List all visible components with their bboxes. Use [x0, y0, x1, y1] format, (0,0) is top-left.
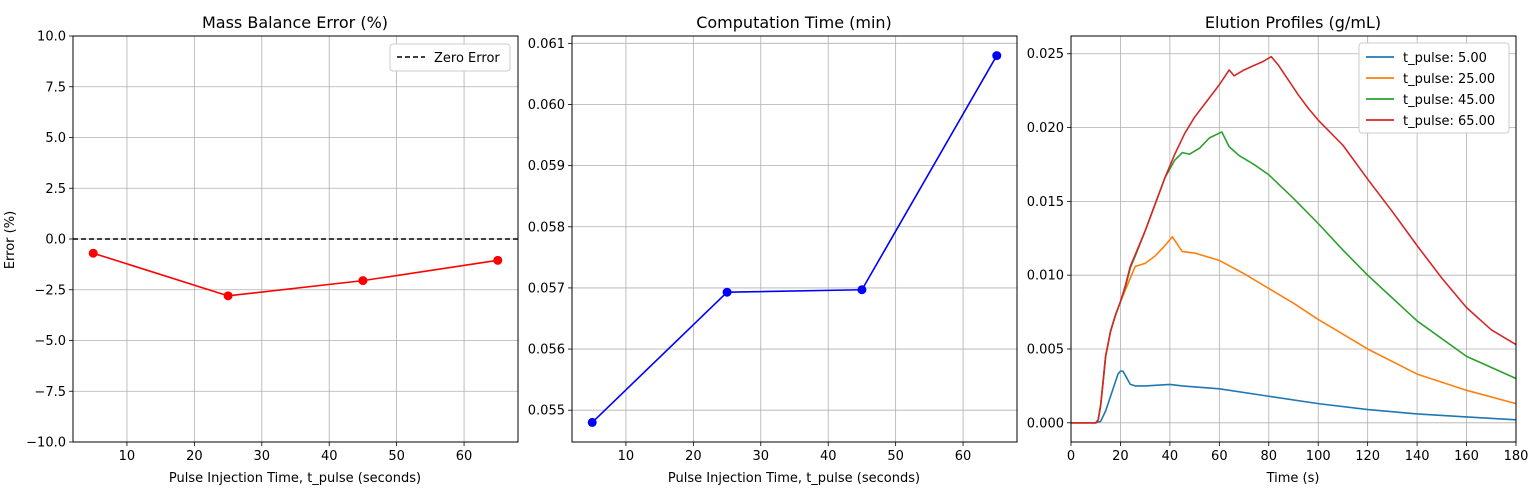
- axes-frame: [1070, 35, 1517, 443]
- data-point: [587, 417, 597, 427]
- plot-area: 0 20 40 60 80 100 120 140 160 180 0.000 0.005 0.010 0…: [1027, 35, 1529, 464]
- y-tick-label: 0.055: [528, 404, 565, 419]
- data-point: [493, 255, 503, 265]
- legend: t_pulse: 5.00 t_pulse: 25.00 t_pulse: 45…: [1358, 42, 1510, 134]
- legend-label-t-pulse-45: t_pulse: 45.00: [1403, 93, 1495, 108]
- x-tick-label: 30: [254, 449, 271, 464]
- y-tick-label: 0.010: [1027, 269, 1064, 284]
- x-tick-label: 40: [820, 449, 837, 464]
- y-tick-label: −10.0: [26, 436, 66, 451]
- y-tick-label: −2.5: [34, 283, 66, 298]
- legend-label-t-pulse-65: t_pulse: 65.00: [1403, 114, 1495, 129]
- x-tick-label: 50: [887, 449, 904, 464]
- series-line-t-pulse-65-00: [1071, 55, 1517, 424]
- plot-area: 10 20 30 40 50 60 −10.0 −7.5 −5.0 −2.5 0.0 2.5 5.0 7.…: [26, 30, 519, 464]
- y-tick-label: 0.057: [528, 281, 565, 296]
- x-tick-label: 10: [119, 449, 136, 464]
- series-line-series-0: [92, 252, 498, 297]
- legend-label-zero-error: Zero Error: [434, 51, 500, 66]
- y-tick-label: 0.060: [528, 98, 565, 113]
- y-tick-label: 2.5: [45, 182, 66, 197]
- computation-time-panel: 10 20 30 40 50 60 0.055 0.056 0.057 0.058 0.059 0.0…: [528, 13, 1018, 486]
- y-tick-label: −5.0: [34, 334, 66, 349]
- x-tick-label: 40: [321, 449, 338, 464]
- x-tick-label: 0: [1067, 449, 1075, 464]
- x-tick-label: 30: [753, 449, 770, 464]
- legend-box: [1358, 42, 1510, 134]
- x-axis-label: Pulse Injection Time, t_pulse (seconds): [169, 471, 421, 486]
- axes-frame: [72, 35, 519, 443]
- y-tick-label: 0.000: [1027, 416, 1064, 431]
- y-tick-label: 0.020: [1027, 121, 1064, 136]
- y-tick-label: 0.0: [45, 233, 66, 248]
- data-point: [223, 291, 233, 301]
- x-tick-label: 140: [1405, 449, 1430, 464]
- x-tick-label: 20: [685, 449, 702, 464]
- axes-frame: [571, 35, 1018, 443]
- y-tick-label: 5.0: [45, 131, 66, 146]
- series-line-series-0: [591, 55, 998, 424]
- y-tick-label: 0.058: [528, 220, 565, 235]
- x-tick-label: 10: [618, 449, 635, 464]
- legend-box: [389, 43, 511, 72]
- x-axis-label: Time (s): [1266, 471, 1320, 486]
- y-tick-label: 7.5: [45, 80, 66, 95]
- x-tick-label: 60: [1211, 449, 1228, 464]
- x-tick-label: 20: [1112, 449, 1129, 464]
- y-tick-label: 0.025: [1027, 47, 1064, 62]
- x-tick-label: 60: [456, 449, 473, 464]
- panel-title: Computation Time (min): [696, 13, 892, 32]
- x-tick-label: 180: [1504, 449, 1529, 464]
- data-point: [88, 248, 98, 258]
- y-tick-label: 0.015: [1027, 195, 1064, 210]
- y-tick-label: 0.005: [1027, 342, 1064, 357]
- panel-title: Mass Balance Error (%): [202, 13, 388, 32]
- elution-profiles-panel: 0 20 40 60 80 100 120 140 160 180 0.000 0.005 0.010 0…: [1027, 13, 1529, 486]
- series-line-t-pulse-5-00: [1071, 370, 1517, 424]
- x-tick-label: 20: [186, 449, 203, 464]
- x-tick-label: 100: [1306, 449, 1331, 464]
- x-axis-label: Pulse Injection Time, t_pulse (seconds): [668, 471, 920, 486]
- x-tick-label: 80: [1261, 449, 1278, 464]
- x-tick-label: 50: [388, 449, 405, 464]
- y-axis-label: Error (%): [3, 211, 18, 269]
- panel-title: Elution Profiles (g/mL): [1205, 13, 1381, 32]
- y-tick-label: 0.056: [528, 343, 565, 358]
- legend-label-t-pulse-25: t_pulse: 25.00: [1403, 72, 1495, 87]
- data-point: [722, 287, 732, 297]
- data-point: [857, 285, 867, 295]
- data-point: [992, 51, 1002, 61]
- x-tick-label: 120: [1355, 449, 1380, 464]
- legend-label-t-pulse-5: t_pulse: 5.00: [1403, 51, 1487, 66]
- x-tick-label: 40: [1162, 449, 1179, 464]
- y-tick-label: 10.0: [37, 30, 66, 45]
- plot-area: 10 20 30 40 50 60 0.055 0.056 0.057 0.058 0.059 0.0…: [528, 35, 1018, 464]
- x-tick-label: 160: [1454, 449, 1479, 464]
- legend: Zero Error: [389, 43, 511, 72]
- y-tick-label: 0.059: [528, 159, 565, 174]
- y-tick-label: −7.5: [34, 385, 66, 400]
- y-tick-label: 0.061: [528, 37, 565, 52]
- data-point: [358, 276, 368, 286]
- x-tick-label: 60: [955, 449, 972, 464]
- mass-balance-error-panel: 10 20 30 40 50 60 −10.0 −7.5 −5.0 −2.5 0.0 2.5 5.0 7.…: [3, 13, 519, 486]
